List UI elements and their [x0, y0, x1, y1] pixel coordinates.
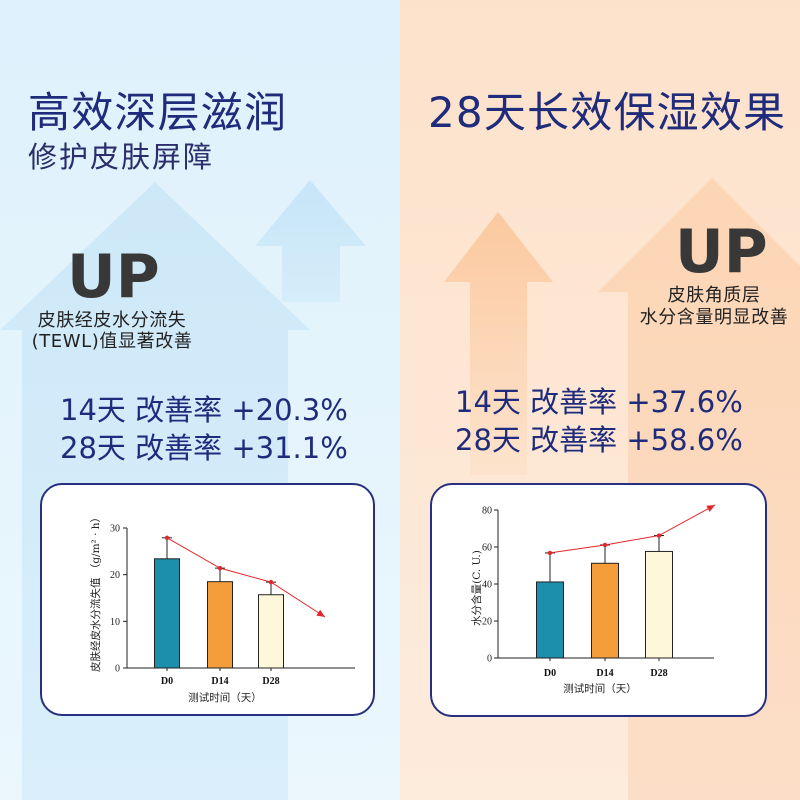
bar-d0 [154, 558, 180, 669]
left-subtitle: 修护皮肤屏障 [28, 140, 215, 174]
left-description-line-2: (TEWL)值显著改善 [31, 331, 193, 352]
trend-line [166, 537, 326, 618]
small-up-arrow-right [444, 212, 553, 475]
bar-d14 [591, 562, 619, 659]
trend-point-d14 [217, 565, 223, 571]
x-tick-label-d28: D28 [650, 668, 667, 679]
bar-d14 [207, 581, 233, 669]
left-title: 高效深层滋润 [28, 88, 288, 137]
y-tick-label: 30 [110, 524, 120, 535]
trend-line [549, 504, 716, 554]
trend-arrowhead [316, 609, 325, 617]
bar-d28 [645, 550, 673, 659]
y-tick-label: 0 [115, 664, 120, 675]
left-result-14-day: 14天 改善率 +20.3% [60, 393, 348, 427]
y-tick-label: 20 [110, 570, 120, 581]
right-title: 28天长效保湿效果 [428, 88, 787, 137]
x-tick-label-d0: D0 [544, 668, 556, 679]
right-description-line-2: 水分含量明显改善 [639, 307, 789, 328]
x-tick-label-d14: D14 [596, 668, 613, 679]
left-description-line-1: 皮肤经皮水分流失 [37, 310, 187, 331]
trend-point-d14 [602, 542, 608, 548]
x-axis-title: 测试时间（天） [563, 682, 637, 695]
trend-point-d28 [656, 533, 662, 538]
tewl-chart-card: 0 10 20 30 D0 D14 D28 测试时间（天） 皮肤经皮水分流失值 （g/m² · … [40, 483, 375, 716]
x-tick-label-d28: D28 [262, 676, 279, 687]
x-axis-title: 测试时间（天） [188, 691, 262, 704]
right-description-line-1: 皮肤角质层 [667, 285, 761, 306]
left-result-28-day: 28天 改善率 +31.1% [60, 431, 348, 465]
small-up-arrow-left [255, 180, 366, 302]
x-tick-label-d0: D0 [161, 676, 173, 687]
trend-arrowhead [706, 505, 715, 512]
trend-point-d0 [547, 550, 553, 556]
x-tick-label-d14: D14 [211, 676, 228, 687]
y-tick-label: 0 [487, 654, 492, 665]
y-tick-label: 20 [482, 617, 492, 628]
y-tick-label: 80 [482, 506, 492, 517]
y-tick-label: 40 [482, 580, 492, 591]
trend-point-d28 [268, 579, 274, 585]
right-result-28-day: 28天 改善率 +58.6% [455, 423, 743, 457]
bar-d28 [258, 594, 284, 669]
y-tick-label: 60 [482, 543, 492, 554]
moisture-bar-chart: 0 20 40 60 80 D0 D14 D28 测试时间（天） 水分含量(C. U.) [470, 504, 716, 695]
right-result-14-day: 14天 改善率 +37.6% [455, 385, 743, 419]
y-tick-label: 10 [110, 617, 120, 628]
left-up-label: UP [67, 242, 160, 312]
right-up-label: UP [675, 217, 768, 287]
bar-d0 [536, 581, 564, 659]
y-axis-title: 皮肤经皮水分流失值 （g/m² · h） [89, 512, 102, 672]
moisture-chart-card: 0 20 40 60 80 D0 D14 D28 测试时间（天） 水分含量(C. U.) [430, 483, 767, 717]
trend-point-d0 [164, 535, 170, 540]
y-axis-title: 水分含量(C. U.) [470, 550, 483, 626]
